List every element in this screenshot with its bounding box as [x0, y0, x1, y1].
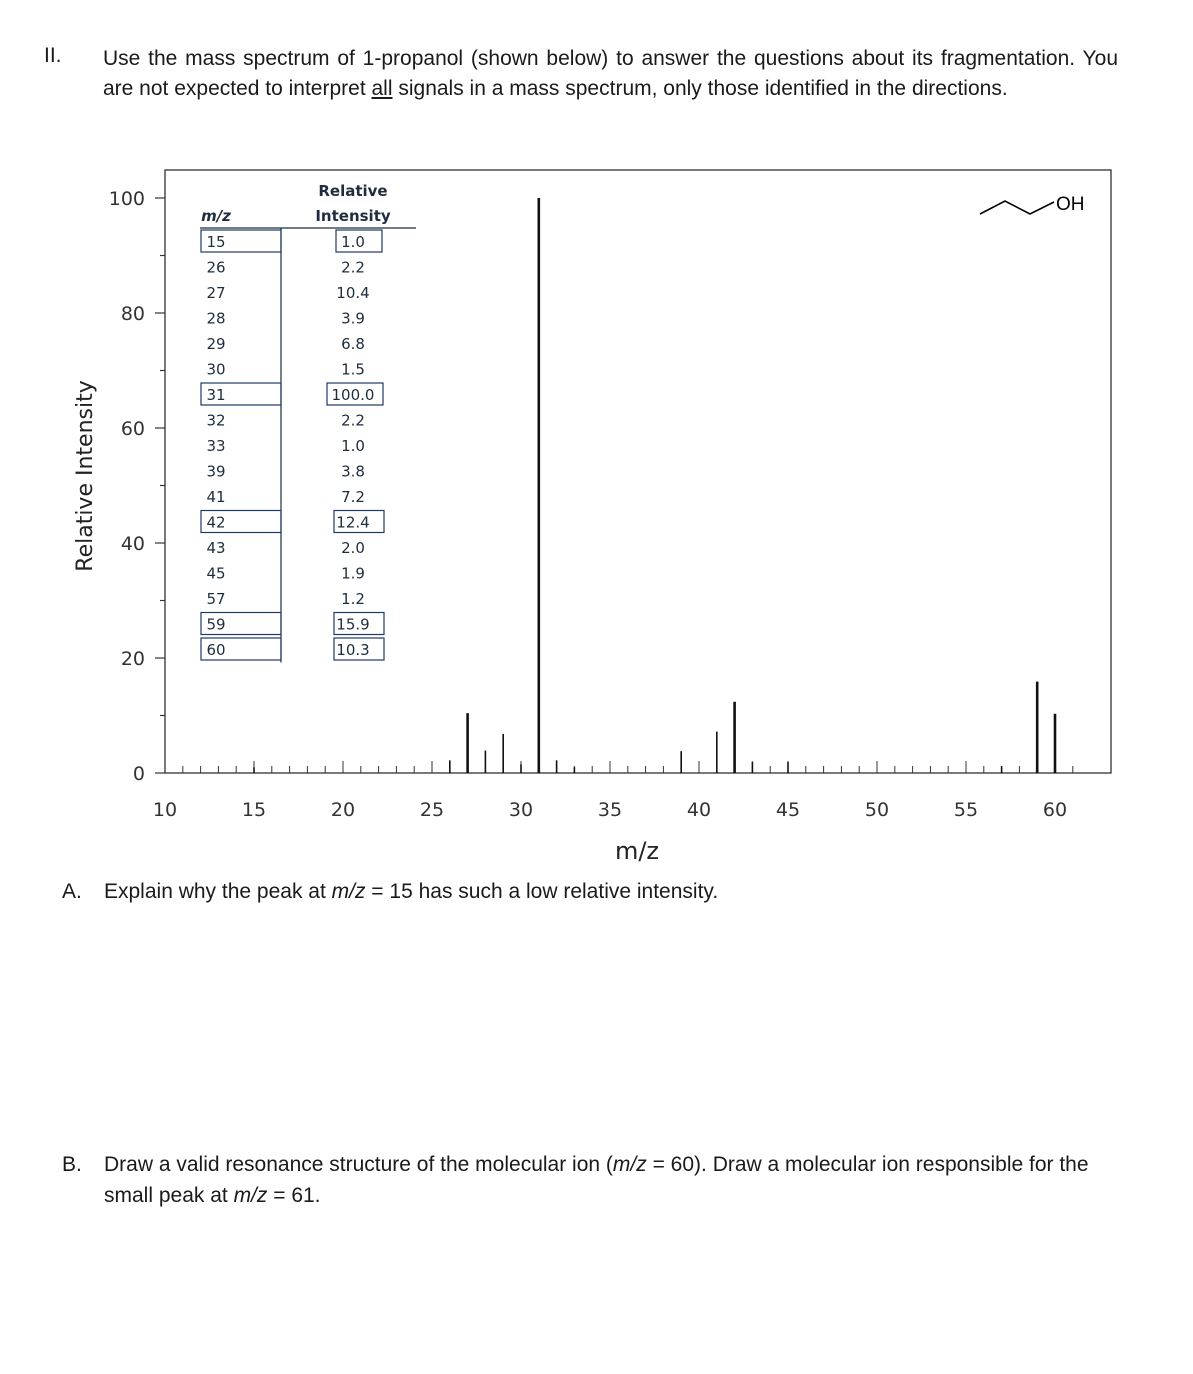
table-cell-mz: 28	[206, 310, 225, 328]
table-cell-intensity: 6.8	[341, 335, 365, 353]
question-a-mz: m/z	[331, 880, 366, 903]
table-cell-intensity: 7.2	[341, 488, 365, 506]
intro-paragraph: Use the mass spectrum of 1-propanol (sho…	[103, 44, 1118, 104]
table-cell-intensity: 1.0	[341, 437, 365, 455]
table-cell-mz: 39	[206, 463, 225, 481]
x-tick-label: 30	[509, 799, 533, 821]
table-cell-intensity: 3.9	[341, 310, 365, 328]
table-cell-mz: 57	[206, 590, 225, 608]
x-tick-label: 25	[420, 799, 444, 821]
x-tick-label: 55	[954, 799, 978, 821]
table-cell-mz: 41	[206, 488, 225, 506]
table-cell-mz: 29	[206, 335, 225, 353]
question-a-text: Explain why the peak at m/z = 15 has suc…	[104, 876, 718, 907]
table-cell-mz: 60	[206, 641, 225, 659]
table-cell-mz: 33	[206, 437, 225, 455]
x-tick-label: 40	[687, 799, 711, 821]
table-highlight-intensity	[326, 382, 384, 406]
table-highlight-mz	[200, 611, 282, 636]
table-cell-mz: 45	[206, 565, 225, 583]
question-b-text-start: Draw a valid resonance structure of the …	[104, 1153, 613, 1176]
table-cell-mz: 31	[206, 386, 225, 404]
spectrum-peaks	[253, 198, 1057, 773]
table-cell-intensity: 2.2	[341, 259, 365, 277]
table-highlight-mz	[200, 637, 282, 661]
table-highlight-intensity	[333, 637, 385, 661]
y-tick-label: 20	[121, 648, 145, 670]
table-highlight-intensity	[333, 611, 385, 636]
question-b: B. Draw a valid resonance structure of t…	[62, 1149, 1142, 1213]
table-cell-intensity: 1.0	[341, 233, 365, 251]
x-axis-label: m/z	[615, 837, 659, 865]
table-cell-mz: 43	[206, 539, 225, 557]
table-highlight-mz	[200, 509, 282, 534]
y-tick-label: 100	[109, 188, 145, 210]
table-cell-intensity: 10.3	[336, 641, 369, 659]
y-tick-label: 80	[121, 303, 145, 325]
intro-emphasis: all	[371, 77, 393, 100]
table-cell-intensity: 10.4	[336, 284, 369, 302]
intro-text: Use the mass spectrum of 1-propanol (sho…	[103, 47, 1118, 100]
question-a-letter: A.	[62, 880, 82, 903]
section-number: II.	[44, 44, 62, 67]
propanol-structure: OH	[979, 194, 1085, 215]
question-b-mz-2: m/z	[233, 1184, 268, 1207]
table-cell-mz: 15	[206, 233, 225, 251]
intro-text-end: signals in a mass spectrum, only those i…	[392, 77, 1008, 100]
y-tick-label: 60	[121, 418, 145, 440]
table-cell-mz: 42	[206, 514, 225, 532]
x-axis: 10 15 20 25 30 35 40 45 50 55 60	[153, 761, 1074, 821]
table-cell-intensity: 2.0	[341, 539, 365, 557]
question-b-mz-1: m/z	[612, 1153, 647, 1176]
table-header-intensity-1: Relative	[318, 182, 387, 200]
table-cell-intensity: 100.0	[332, 386, 375, 404]
x-tick-label: 50	[865, 799, 889, 821]
table-cell-intensity: 1.2	[341, 590, 365, 608]
x-tick-label: 10	[153, 799, 177, 821]
x-tick-label: 20	[331, 799, 355, 821]
y-tick-label: 0	[133, 763, 145, 785]
table-header-intensity-2: Intensity	[315, 207, 391, 225]
x-tick-label: 45	[776, 799, 800, 821]
question-b-text-middle: = 60). Draw a molecular ion responsible …	[104, 1153, 1089, 1207]
y-axis-label: Relative Intensity	[73, 380, 98, 571]
table-cell-mz: 30	[206, 361, 225, 379]
question-a-text-end: = 15 has such a low relative intensity.	[365, 880, 719, 903]
table-cell-intensity: 15.9	[336, 616, 369, 634]
question-b-letter: B.	[62, 1153, 82, 1176]
table-cell-intensity: 2.2	[341, 412, 365, 430]
question-a: A. Explain why the peak at m/z = 15 has …	[62, 876, 1142, 908]
x-tick-label: 60	[1043, 799, 1067, 821]
table-highlight-intensity	[335, 229, 383, 253]
question-b-text-end: = 61.	[267, 1184, 321, 1207]
y-axis: 0 20 40 60 80 100	[109, 188, 165, 785]
plot-frame	[164, 169, 1112, 774]
table-cell-mz: 26	[206, 259, 225, 277]
table-highlight-mz	[200, 382, 282, 406]
table-cell-intensity: 3.8	[341, 463, 365, 481]
x-tick-label: 15	[242, 799, 266, 821]
mass-spectrum-chart: 0 20 40 60 80 100 10 15 20 25 30 35 40 45 50 55 60 m/z R…	[73, 169, 1112, 865]
table-cell-intensity: 1.9	[341, 565, 365, 583]
hydroxyl-label: OH	[1056, 194, 1085, 215]
table-cell-mz: 59	[206, 616, 225, 634]
table-cell-intensity: 1.5	[341, 361, 365, 379]
table-header-mz: m/z	[201, 207, 231, 225]
x-tick-label: 35	[598, 799, 622, 821]
table-cell-mz: 32	[206, 412, 225, 430]
propanol-skeleton	[979, 200, 1055, 215]
question-a-text-start: Explain why the peak at	[104, 880, 332, 903]
plot-border	[164, 169, 1112, 774]
table-highlight-intensity	[333, 509, 385, 534]
table-cell-intensity: 12.4	[336, 514, 369, 532]
table-cell-mz: 27	[206, 284, 225, 302]
question-b-text: Draw a valid resonance structure of the …	[104, 1149, 1119, 1211]
table-highlight-mz	[200, 229, 282, 253]
y-tick-label: 40	[121, 533, 145, 555]
intensity-table: m/z Relative Intensity 15 1.0 26 2.2 27 10.4 28 3.…	[200, 182, 416, 663]
